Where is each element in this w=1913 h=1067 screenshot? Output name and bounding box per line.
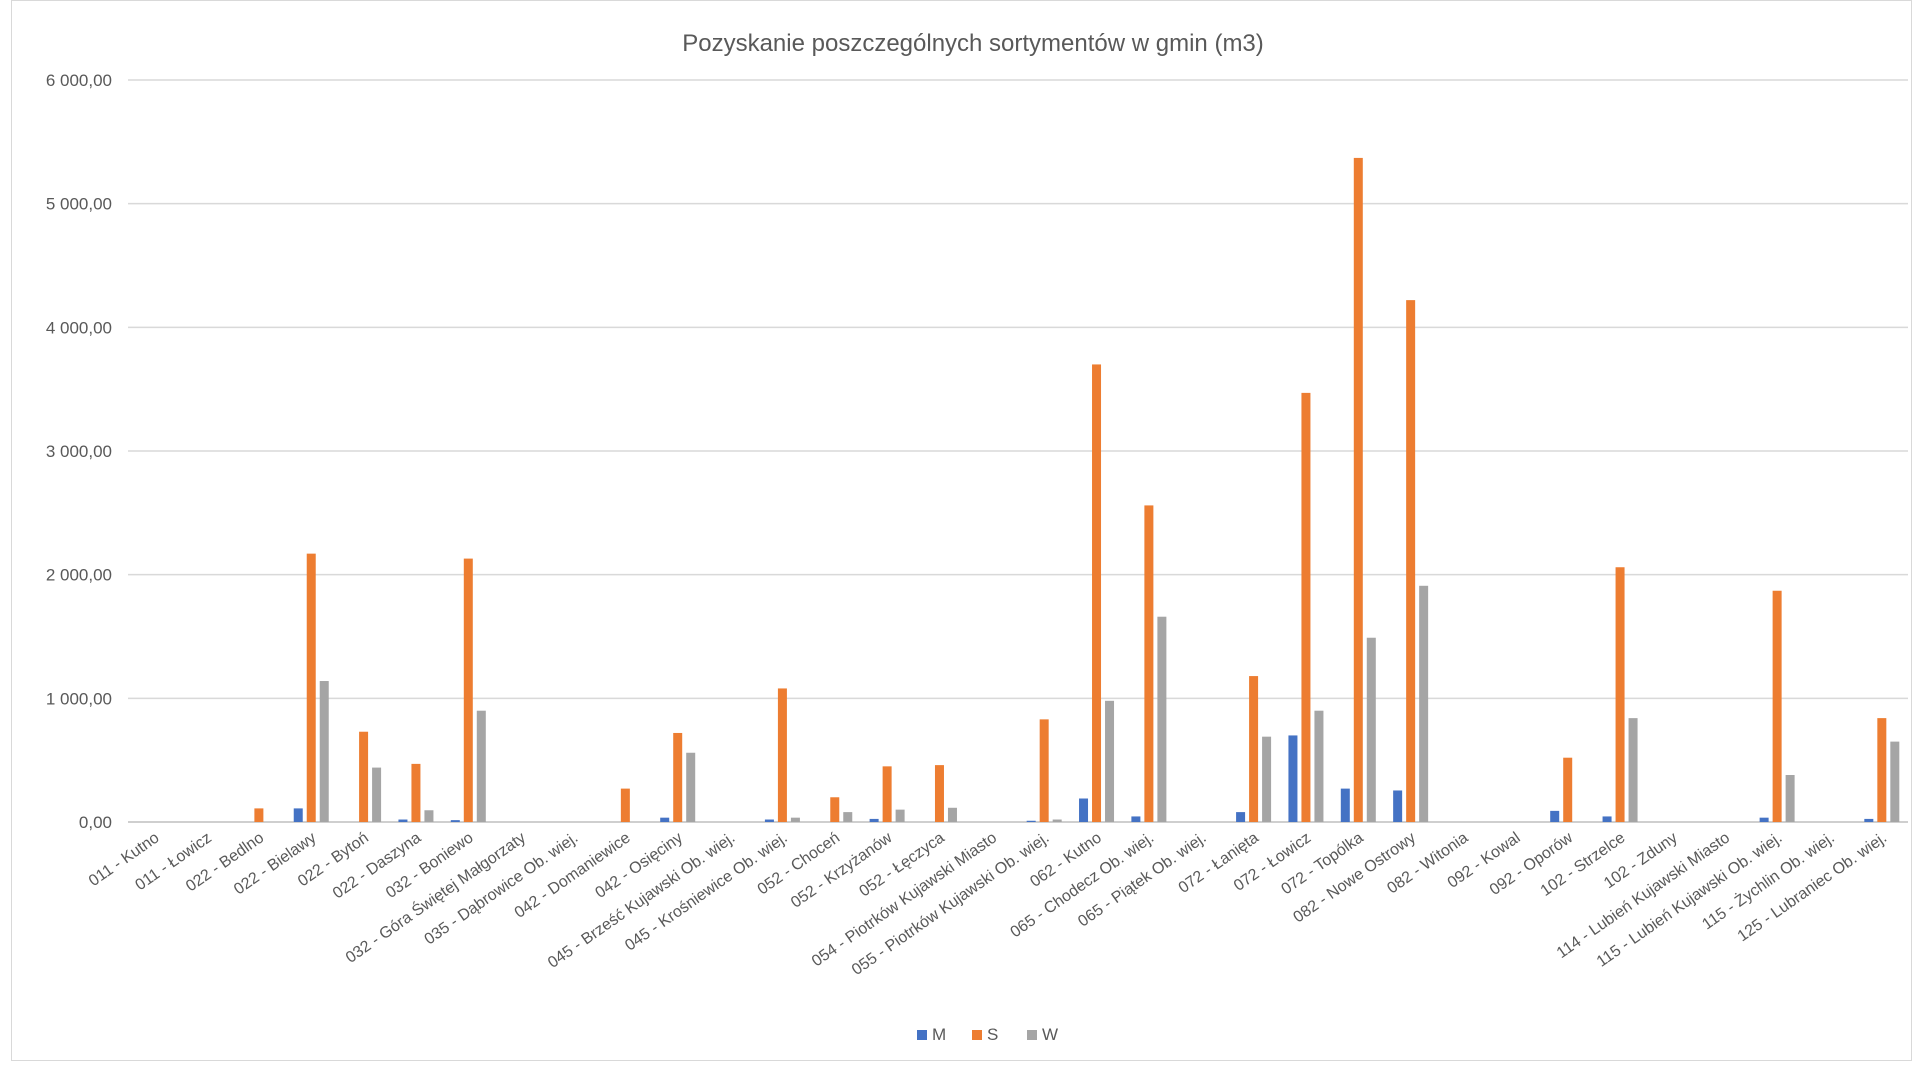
y-tick-label: 0,00	[79, 813, 112, 832]
y-tick-label: 6 000,00	[46, 71, 112, 90]
bar-m	[1236, 812, 1246, 822]
bar-m	[1131, 816, 1141, 822]
bar-m	[660, 817, 670, 822]
bar-w	[790, 817, 800, 822]
bar-s	[306, 553, 316, 822]
legend-label-w: W	[1042, 1025, 1058, 1044]
bar-s	[1406, 300, 1416, 822]
bar-w	[895, 809, 905, 822]
bar-w	[1262, 736, 1272, 822]
bar-w	[1105, 700, 1115, 822]
y-axis-tick-labels: 0,00 1 000,00 2 000,00 3 000,00 4 000,00 5 00…	[46, 71, 112, 832]
bar-s	[1249, 676, 1259, 822]
bar-m	[1864, 818, 1874, 822]
legend-swatch-w	[1027, 1030, 1037, 1040]
bar-w	[424, 810, 434, 822]
legend-swatch-s	[972, 1030, 982, 1040]
bar-s	[463, 558, 473, 822]
bar-m	[1340, 788, 1350, 822]
y-tick-label: 3 000,00	[46, 442, 112, 461]
bar-m	[1288, 735, 1298, 822]
bar-s	[777, 688, 787, 822]
bar-m	[1550, 810, 1560, 822]
bar-s	[882, 766, 892, 822]
legend-swatch-m	[917, 1030, 927, 1040]
y-tick-label: 5 000,00	[46, 195, 112, 214]
bar-s	[934, 765, 944, 822]
bar-s	[411, 763, 421, 822]
bar-w	[1314, 710, 1324, 822]
bar-w	[1628, 718, 1638, 822]
bar-w	[476, 710, 486, 822]
bar-m	[1393, 790, 1403, 822]
bar-m	[450, 820, 460, 822]
bar-s	[673, 732, 683, 822]
bar-s	[1092, 364, 1102, 822]
y-tick-label: 2 000,00	[46, 566, 112, 585]
bar-s	[1039, 719, 1049, 822]
bar-s	[1772, 590, 1782, 822]
bar-m	[869, 818, 879, 822]
bar-s	[1144, 505, 1154, 822]
bar-s	[620, 788, 630, 822]
bar-s	[1563, 757, 1573, 822]
bar-s	[1615, 567, 1625, 822]
bar-w	[1052, 819, 1062, 822]
bar-m	[1602, 816, 1612, 822]
bar-w	[372, 767, 382, 822]
y-tick-label: 1 000,00	[46, 689, 112, 708]
bar-s	[1353, 157, 1363, 822]
bar-w	[686, 752, 696, 822]
bar-m	[764, 819, 774, 822]
bar-w	[1890, 741, 1900, 822]
bar-w	[947, 807, 957, 822]
bar-s	[359, 731, 369, 822]
bar-m	[1759, 817, 1769, 822]
bar-w	[1785, 775, 1795, 822]
bar-s	[830, 797, 840, 822]
bar-s	[1301, 392, 1311, 822]
bar-w	[843, 812, 853, 822]
bar-w	[1366, 637, 1376, 822]
bar-m	[1079, 798, 1089, 822]
bar-m	[1026, 820, 1036, 822]
y-tick-label: 4 000,00	[46, 318, 112, 337]
chart-title: Pozyskanie poszczególnych sortymentów w …	[682, 30, 1264, 57]
bars	[254, 157, 1900, 822]
bar-m	[293, 808, 303, 822]
legend-label-s: S	[987, 1025, 998, 1044]
bar-s	[254, 808, 264, 822]
bar-w	[319, 681, 329, 822]
chart-area-border	[11, 0, 1912, 1061]
bar-m	[398, 819, 408, 822]
bar-s	[1877, 718, 1887, 822]
legend-label-m: M	[932, 1025, 946, 1044]
bar-w	[1157, 616, 1167, 822]
bar-w	[1419, 585, 1429, 822]
